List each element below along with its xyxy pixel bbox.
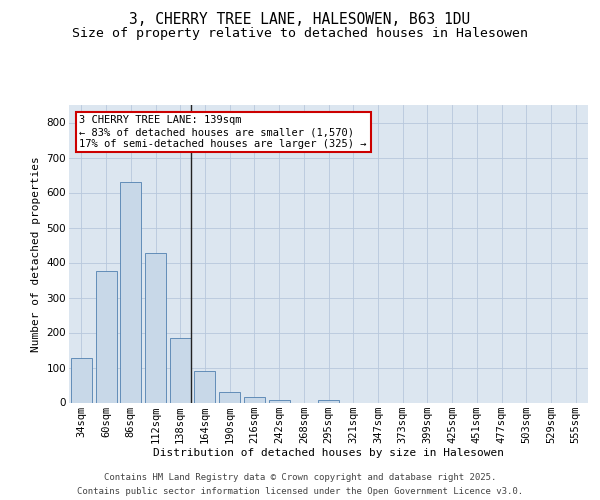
Bar <box>219 392 240 402</box>
Y-axis label: Number of detached properties: Number of detached properties <box>31 156 41 352</box>
Text: 3 CHERRY TREE LANE: 139sqm
← 83% of detached houses are smaller (1,570)
17% of s: 3 CHERRY TREE LANE: 139sqm ← 83% of deta… <box>79 116 367 148</box>
Text: Size of property relative to detached houses in Halesowen: Size of property relative to detached ho… <box>72 28 528 40</box>
Bar <box>120 182 141 402</box>
Bar <box>318 400 339 402</box>
Bar <box>95 271 116 402</box>
Bar <box>170 338 191 402</box>
Text: Contains public sector information licensed under the Open Government Licence v3: Contains public sector information licen… <box>77 488 523 496</box>
Text: Contains HM Land Registry data © Crown copyright and database right 2025.: Contains HM Land Registry data © Crown c… <box>104 472 496 482</box>
Bar <box>194 371 215 402</box>
Bar <box>71 358 92 403</box>
Bar <box>145 252 166 402</box>
Bar <box>269 400 290 402</box>
Text: 3, CHERRY TREE LANE, HALESOWEN, B63 1DU: 3, CHERRY TREE LANE, HALESOWEN, B63 1DU <box>130 12 470 28</box>
Bar <box>244 397 265 402</box>
X-axis label: Distribution of detached houses by size in Halesowen: Distribution of detached houses by size … <box>153 448 504 458</box>
